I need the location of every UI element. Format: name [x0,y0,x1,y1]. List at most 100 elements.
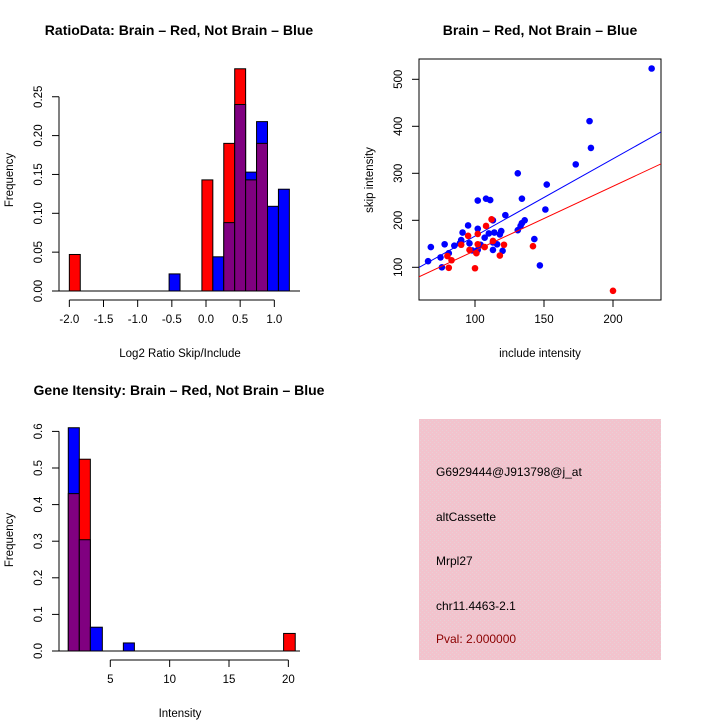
gene-intensity-bar-not-brain [89,626,103,652]
regression-line-brain [419,163,661,278]
scatter-point-brain [445,264,453,272]
gene-intensity-y-tick-label: 0.3 [33,533,45,549]
ratio-bar-overlap [223,222,236,292]
intensity-scatter-xlabel: include intensity [499,348,581,360]
ratio-bar-overlap [245,179,258,292]
intensity-scatter-ylabel: skip intensity [364,147,376,213]
ratio-histogram-plot: -2.0 -1.5 -1.0 -0.5 0.0 0.5 1.0 0.00 0.05 0.10 0.1… [33,68,300,326]
gene-intensity-y-tick-label: 0.6 [33,423,45,439]
ratio-x-tick-label: 0.5 [232,314,248,326]
scatter-point-not-brain [514,170,522,177]
scatter-y-tick-label: 100 [393,258,405,277]
gene-intensity-xlabel: Intensity [159,708,202,720]
gene-intensity-x-tick-label: 5 [107,674,113,686]
scatter-y-tick-label: 300 [393,164,405,183]
gene-name: Mrpl27 [436,554,473,568]
scatter-point-not-brain [586,117,593,125]
scatter-point-brain [474,230,482,238]
ratio-x-tick-label: -0.5 [162,314,182,326]
ratio-y-tick-label: 0.10 [33,202,45,224]
scatter-point-brain [474,240,482,248]
gene-intensity-bar-not-brain [122,642,135,652]
gene-intensity-x-tick-label: 10 [163,674,176,686]
gene-intensity-histogram: Gene Itensity: Brain – Red, Not Brain – … [4,382,325,720]
ratio-histogram: RatioData: Brain – Red, Not Brain – Blue… [4,22,313,360]
probe-id: G6929444@J913798@j_at [436,465,582,479]
ratio-y-tick-label: 0.20 [33,124,45,146]
gene-intensity-bar-brain [283,632,296,652]
scatter-point-not-brain [464,222,472,229]
ratio-bar-brain [201,179,214,292]
scatter-point-not-brain [441,240,448,248]
scatter-point-brain [466,246,473,254]
scatter-point-brain [500,241,508,249]
gene-intensity-y-tick-label: 0.1 [33,606,45,622]
scatter-y-tick-label: 500 [393,70,405,89]
scatter-point-not-brain [531,235,538,243]
scatter-point-not-brain [491,229,498,236]
chromosome-location: chr11.4463-2.1 [436,599,516,613]
gene-intensity-title: Gene Itensity: Brain – Red, Not Brain – … [34,382,325,398]
intensity-scatter-title: Brain – Red, Not Brain – Blue [443,22,638,38]
scatter-point-not-brain [502,211,509,219]
ratio-x-tick-label: -1.5 [94,314,114,326]
info-panel-background [419,419,661,660]
scatter-point-brain [488,216,495,223]
gene-intensity-y-tick-label: 0.0 [33,643,45,659]
ratio-histogram-title: RatioData: Brain – Red, Not Brain – Blue [45,22,314,38]
scatter-point-brain [464,232,472,240]
gene-intensity-plot: 5 10 15 20 0.0 0.1 0.2 0.3 0.4 0.5 0.6 [33,423,300,686]
scatter-point-brain [473,249,480,257]
ratio-x-tick-label: 1.0 [266,314,282,326]
gene-intensity-ylabel: Frequency [4,513,16,568]
ratio-bar-not-brain [168,273,181,292]
ratio-y-tick-label: 0.25 [33,86,45,108]
scatter-x-tick-label: 100 [465,314,484,326]
ratio-bar-not-brain [266,205,279,292]
ratio-y-tick-label: 0.15 [33,163,45,185]
scatter-point-not-brain [496,231,504,238]
gene-intensity-bar-overlap [67,493,80,652]
ratio-bar-not-brain [212,256,225,292]
scatter-x-tick-label: 150 [534,314,553,326]
scatter-point-not-brain [572,161,580,168]
ratio-x-tick-label: -2.0 [59,314,79,326]
regression-line-not-brain [419,131,661,269]
scatter-point-not-brain [427,243,435,251]
gene-intensity-y-tick-label: 0.5 [33,460,45,476]
scatter-point-not-brain [518,195,526,202]
ratio-histogram-xlabel: Log2 Ratio Skip/Include [119,348,240,360]
scatter-point-brain [457,241,465,249]
scatter-point-not-brain [648,65,655,72]
scatter-point-brain [529,242,537,250]
scatter-point-not-brain [466,240,473,247]
gene-intensity-y-tick-label: 0.2 [33,570,45,586]
scatter-point-not-brain [542,206,549,213]
scatter-point-not-brain [481,234,488,241]
scatter-y-tick-label: 200 [393,211,405,230]
scatter-point-not-brain [489,246,497,254]
scatter-point-not-brain [459,229,466,236]
gene-intensity-x-tick-label: 15 [223,674,236,686]
scatter-point-not-brain [536,262,544,269]
pval-text: Pval: 2.000000 [436,632,516,646]
ratio-histogram-ylabel: Frequency [4,153,16,208]
scatter-point-not-brain [474,225,482,233]
scatter-y-tick-label: 400 [393,117,405,136]
scatter-point-brain [444,252,451,260]
info-panel: G6929444@J913798@j_at altCassette Mrpl27… [419,419,661,660]
scatter-point-not-brain [587,144,595,152]
ratio-y-tick-label: 0.05 [33,241,45,263]
scatter-point-not-brain [474,197,482,204]
ratio-bar-overlap [256,142,268,292]
gene-intensity-y-tick-label: 0.4 [33,496,45,513]
scatter-point-brain [471,264,479,272]
ratio-bar-brain [68,253,81,292]
gene-intensity-bar-overlap [78,539,91,652]
ratio-bar-not-brain [277,188,290,292]
ratio-y-tick-label: 0.00 [33,280,45,302]
ratio-x-tick-label: -1.0 [128,314,148,326]
scatter-point-not-brain [485,230,493,237]
scatter-point-brain [496,252,504,259]
